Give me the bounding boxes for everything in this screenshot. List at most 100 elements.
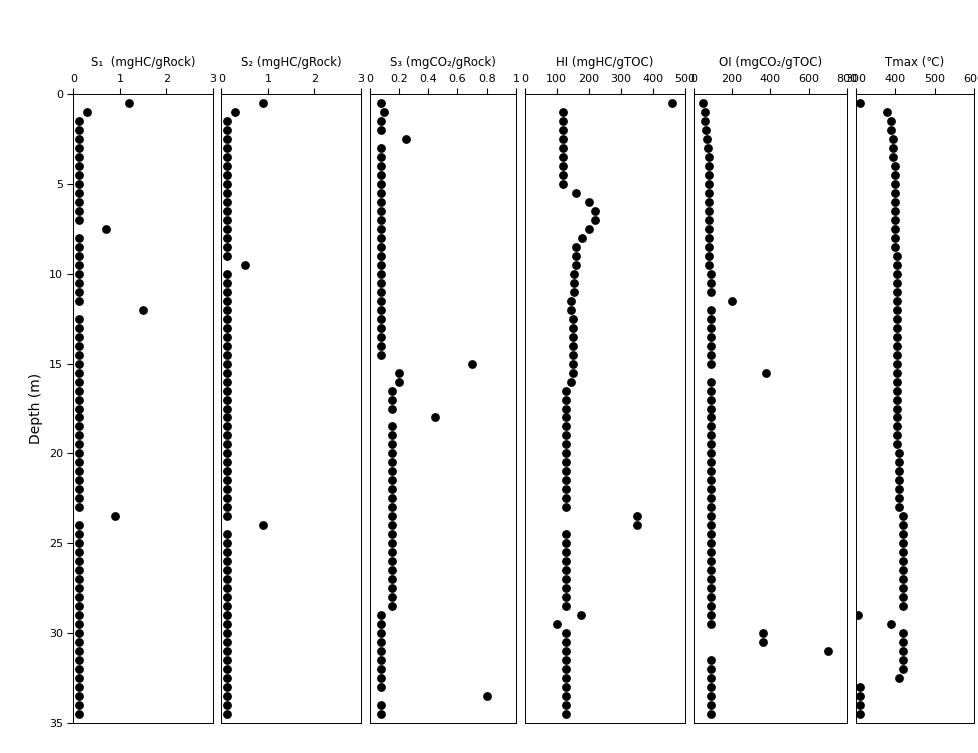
- Point: [894, 582, 910, 594]
- Point: [71, 627, 87, 639]
- Point: [71, 618, 87, 630]
- Point: [555, 115, 570, 127]
- Point: [373, 169, 388, 181]
- Point: [71, 609, 87, 621]
- Point: [219, 555, 235, 567]
- Point: [557, 385, 573, 397]
- Point: [427, 411, 443, 423]
- Title: OI (mgCO₂/gTOC): OI (mgCO₂/gTOC): [718, 56, 821, 69]
- Point: [71, 411, 87, 423]
- Point: [888, 331, 904, 343]
- Point: [71, 142, 87, 154]
- Point: [564, 312, 580, 325]
- Point: [886, 160, 902, 172]
- Point: [373, 196, 388, 208]
- Point: [888, 322, 904, 334]
- Point: [71, 582, 87, 594]
- Point: [890, 492, 906, 505]
- Point: [219, 340, 235, 352]
- Point: [383, 394, 399, 406]
- Point: [702, 331, 718, 343]
- Point: [71, 250, 87, 262]
- Point: [580, 196, 596, 208]
- Point: [587, 205, 602, 217]
- Point: [557, 555, 573, 567]
- Point: [700, 187, 716, 199]
- Point: [890, 483, 906, 495]
- Point: [373, 250, 388, 262]
- Point: [373, 205, 388, 217]
- Point: [567, 187, 583, 199]
- Point: [697, 124, 713, 136]
- Point: [383, 564, 399, 576]
- Point: [71, 232, 87, 244]
- Point: [373, 232, 388, 244]
- Point: [888, 367, 904, 379]
- Point: [702, 708, 718, 720]
- Point: [383, 420, 399, 432]
- Point: [71, 187, 87, 199]
- Point: [888, 402, 904, 414]
- Point: [71, 160, 87, 172]
- Point: [555, 124, 570, 136]
- Point: [219, 276, 235, 288]
- Point: [894, 645, 910, 657]
- Point: [562, 303, 578, 316]
- Point: [219, 142, 235, 154]
- Point: [373, 259, 388, 271]
- Point: [700, 205, 716, 217]
- Point: [851, 681, 867, 693]
- Point: [555, 169, 570, 181]
- Point: [702, 358, 718, 370]
- Point: [702, 303, 718, 316]
- Point: [383, 465, 399, 477]
- Point: [373, 151, 388, 163]
- Point: [376, 106, 391, 118]
- Point: [219, 447, 235, 459]
- Title: S₃ (mgCO₂/gRock): S₃ (mgCO₂/gRock): [389, 56, 495, 69]
- Point: [557, 645, 573, 657]
- Point: [373, 97, 388, 109]
- Point: [555, 178, 570, 190]
- Point: [219, 474, 235, 486]
- Point: [219, 214, 235, 226]
- Point: [702, 529, 718, 541]
- Point: [557, 681, 573, 693]
- Point: [702, 582, 718, 594]
- Point: [71, 591, 87, 603]
- Point: [219, 609, 235, 621]
- Point: [219, 151, 235, 163]
- Point: [888, 376, 904, 388]
- Point: [71, 331, 87, 343]
- Point: [71, 645, 87, 657]
- Point: [255, 97, 271, 109]
- Point: [227, 106, 243, 118]
- Point: [219, 564, 235, 576]
- Point: [219, 411, 235, 423]
- Point: [219, 169, 235, 181]
- Point: [702, 411, 718, 423]
- Point: [702, 501, 718, 514]
- Point: [888, 285, 904, 297]
- Point: [557, 636, 573, 648]
- Point: [557, 447, 573, 459]
- Point: [219, 501, 235, 514]
- Point: [373, 618, 388, 630]
- Point: [700, 223, 716, 235]
- Point: [71, 394, 87, 406]
- Point: [702, 618, 718, 630]
- Point: [71, 178, 87, 190]
- Point: [567, 250, 583, 262]
- Point: [373, 294, 388, 306]
- Point: [464, 358, 479, 370]
- Point: [383, 456, 399, 468]
- Point: [572, 609, 588, 621]
- Title: S₂ (mgHC/gRock): S₂ (mgHC/gRock): [241, 56, 341, 69]
- Point: [886, 196, 902, 208]
- Point: [851, 97, 867, 109]
- Point: [884, 151, 900, 163]
- Point: [890, 456, 906, 468]
- Point: [219, 483, 235, 495]
- Point: [700, 151, 716, 163]
- Point: [71, 268, 87, 280]
